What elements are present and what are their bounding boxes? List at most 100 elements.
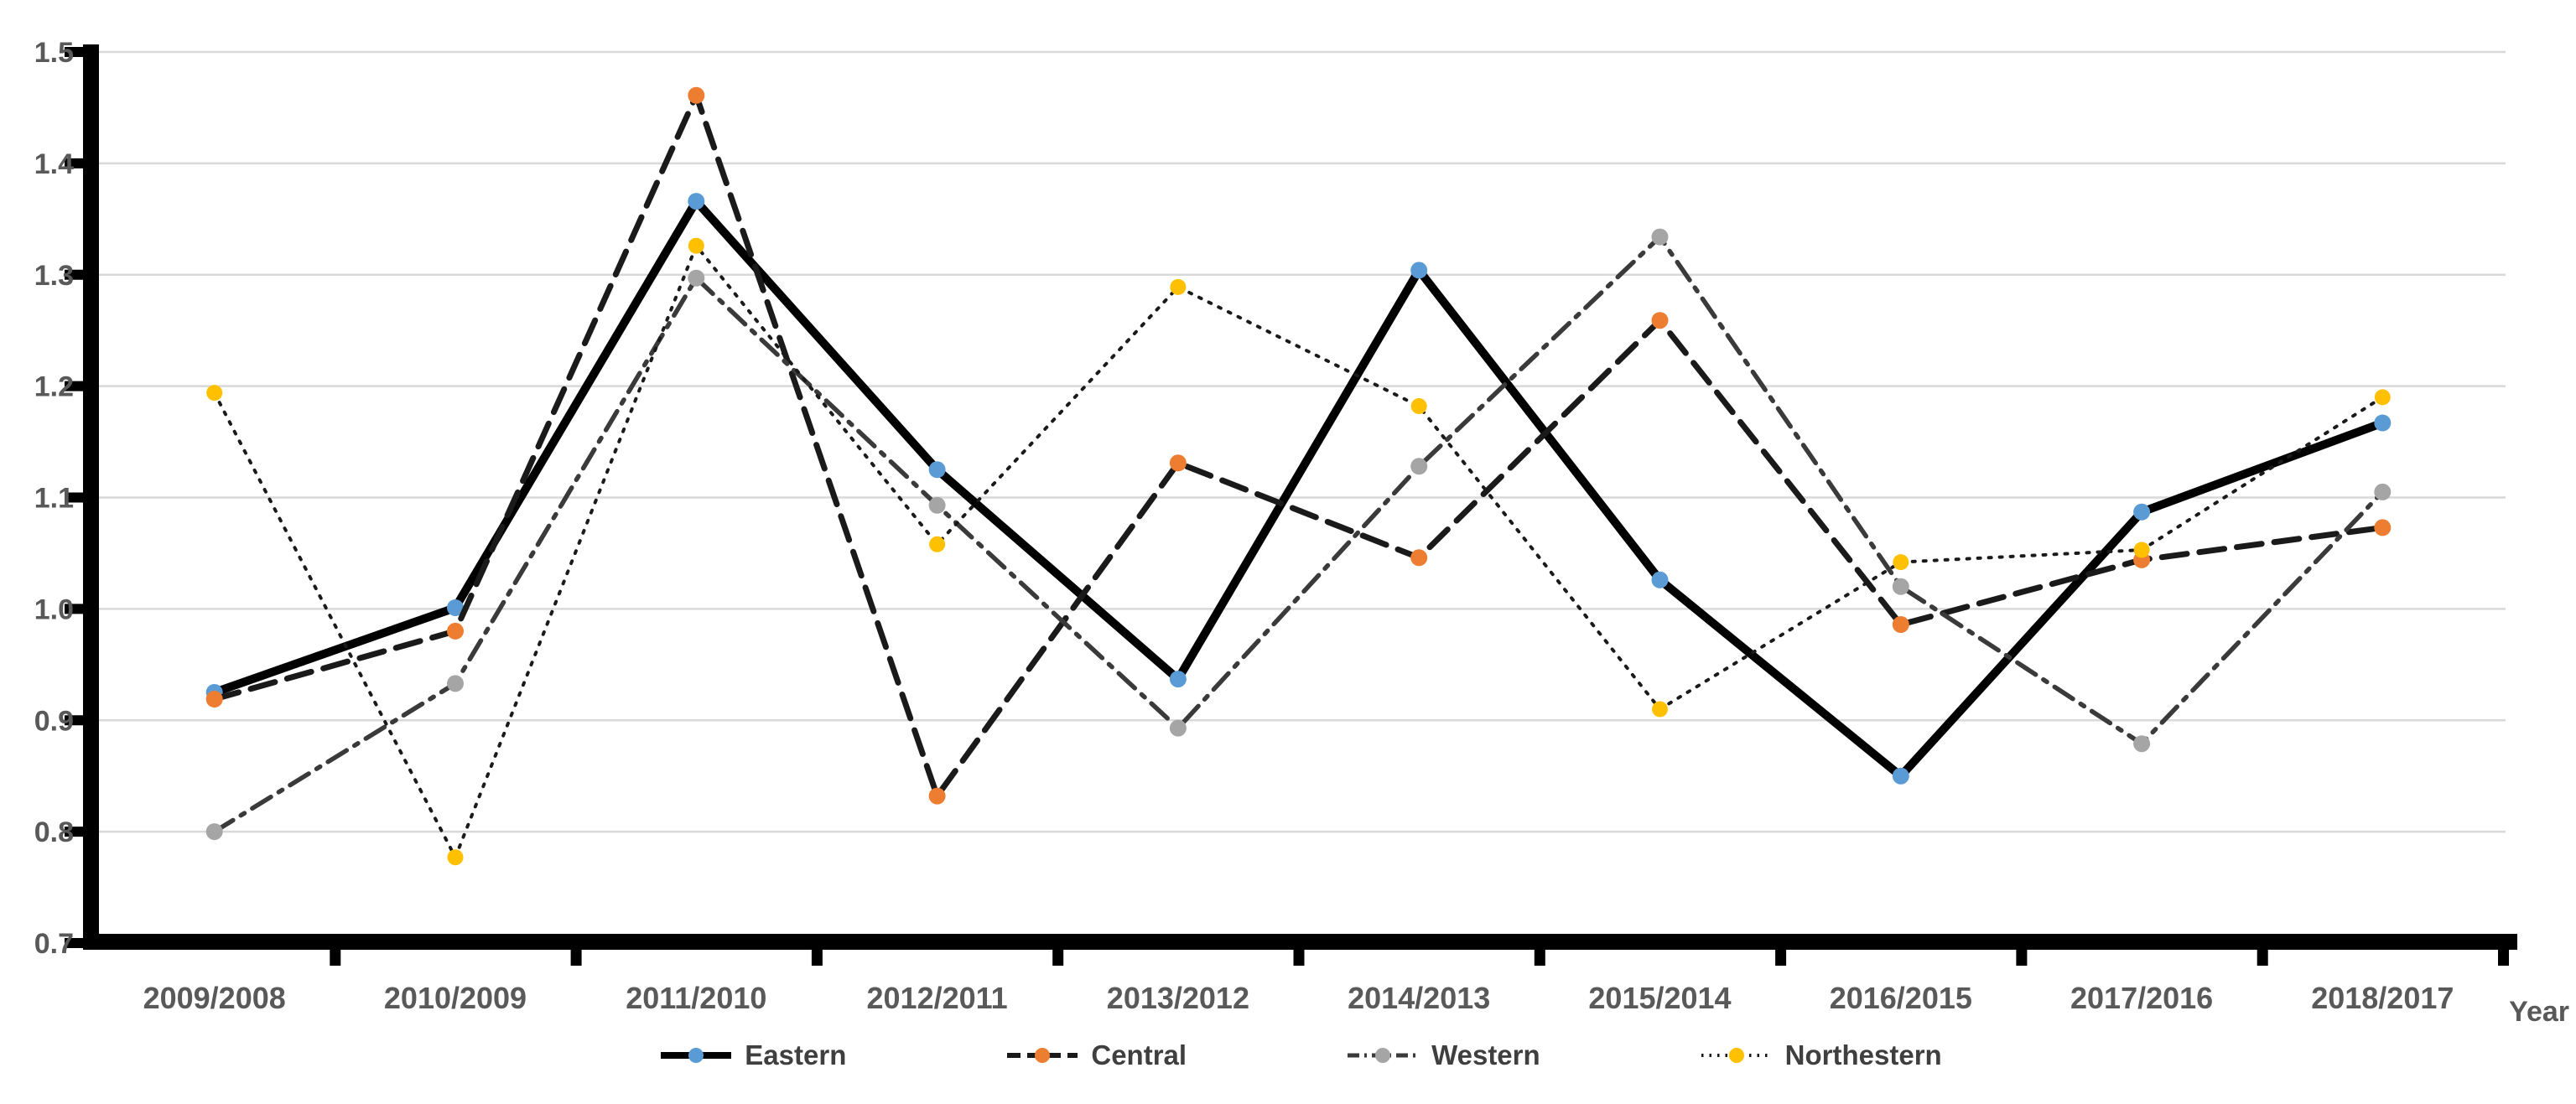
legend-label: Eastern xyxy=(745,1039,847,1070)
gridlines xyxy=(99,50,2506,833)
data-point-northestern xyxy=(688,237,704,254)
data-point-eastern xyxy=(2133,503,2151,521)
y-axis-spine xyxy=(83,44,99,950)
legend-swatch-central-icon xyxy=(1007,1048,1078,1063)
x-tick-label: 2017/2016 xyxy=(2070,981,2213,1015)
legend-swatch-western-icon xyxy=(1348,1048,1419,1063)
legend-label: Northestern xyxy=(1784,1039,1942,1070)
x-tick-label: 2015/2014 xyxy=(1588,981,1731,1015)
legend-item-western[interactable]: Western xyxy=(1346,1039,1540,1071)
data-point-western xyxy=(1651,228,1669,246)
series-line-central xyxy=(211,92,2386,800)
data-point-western xyxy=(205,823,223,841)
y-tick xyxy=(65,492,84,503)
x-tick-label: 2018/2017 xyxy=(2311,981,2454,1015)
y-tick-label: 1.2 xyxy=(34,371,74,403)
data-point-western xyxy=(2374,483,2392,500)
data-point-central xyxy=(688,86,705,104)
legend-item-eastern[interactable]: Eastern xyxy=(659,1039,846,1071)
data-point-central xyxy=(1169,454,1187,472)
x-tick-label: 2013/2012 xyxy=(1107,981,1249,1015)
x-tick-label: 2012/2011 xyxy=(867,981,1008,1015)
data-point-northestern xyxy=(929,536,946,552)
x-tick xyxy=(570,949,582,966)
data-point-eastern xyxy=(1410,262,1428,279)
data-point-central xyxy=(205,691,223,707)
data-point-eastern xyxy=(1892,767,1909,785)
legend-item-central[interactable]: Central xyxy=(1005,1039,1187,1071)
legend-label: Western xyxy=(1431,1039,1540,1070)
y-tick xyxy=(65,938,84,948)
data-point-northestern xyxy=(206,385,223,402)
y-tick xyxy=(65,269,84,280)
x-tick-label: 2009/2008 xyxy=(143,981,286,1015)
data-point-central xyxy=(1410,549,1428,567)
x-tick-label: 2010/2009 xyxy=(384,981,527,1015)
data-point-central xyxy=(1892,616,1909,633)
series-group xyxy=(205,86,2392,866)
legend-item-northestern[interactable]: Northestern xyxy=(1700,1039,1942,1071)
legend-label: Central xyxy=(1091,1039,1187,1070)
legend-marker xyxy=(1035,1048,1051,1063)
data-point-central xyxy=(447,622,464,640)
x-tick xyxy=(1293,949,1305,966)
legend-marker xyxy=(1375,1048,1391,1063)
data-point-northestern xyxy=(2133,542,2150,558)
data-point-northestern xyxy=(1893,554,1909,571)
data-point-northestern xyxy=(1652,701,1668,718)
axes xyxy=(65,44,2517,966)
x-tick xyxy=(2016,949,2028,966)
y-tick xyxy=(65,47,84,57)
x-tick xyxy=(330,949,341,966)
y-tick-label: 0.9 xyxy=(34,705,74,737)
y-tick-label: 1.3 xyxy=(34,260,74,292)
y-tick xyxy=(65,158,84,168)
x-tick-label: 2016/2015 xyxy=(1830,981,1972,1015)
series-line-eastern xyxy=(210,197,2387,780)
data-point-eastern xyxy=(1651,571,1669,588)
x-tick xyxy=(2498,949,2509,966)
x-axis-spine xyxy=(83,934,2517,950)
x-axis-labels: 2009/2008 2010/2009 2011/2010 2012/2011 2013… xyxy=(143,981,2454,1015)
data-point-western xyxy=(1169,719,1187,737)
y-axis-labels: 1.5 1.4 1.3 1.2 1.1 1.0 0.9 0.8 0.7 xyxy=(34,37,74,960)
data-point-northestern xyxy=(2374,389,2391,406)
data-point-central xyxy=(2374,519,2392,536)
y-tick xyxy=(65,827,84,837)
y-tick xyxy=(65,604,84,614)
data-point-eastern xyxy=(447,599,464,616)
y-tick-label: 1.0 xyxy=(34,593,74,625)
data-point-central xyxy=(928,787,946,805)
data-point-western xyxy=(2133,735,2151,753)
data-point-northestern xyxy=(1170,278,1187,295)
data-point-western xyxy=(1892,578,1909,595)
x-tick xyxy=(1052,949,1064,966)
data-point-northestern xyxy=(1410,398,1427,414)
series-line-western xyxy=(211,234,2386,834)
legend-marker xyxy=(1728,1048,1744,1063)
legend: Eastern Central Western Northestern xyxy=(0,1039,2576,1071)
data-point-western xyxy=(1410,458,1428,475)
y-tick xyxy=(65,715,84,726)
x-tick xyxy=(2257,949,2268,966)
y-tick-label: 1.5 xyxy=(34,37,74,69)
x-tick xyxy=(811,949,823,966)
data-point-eastern xyxy=(1169,671,1187,688)
data-point-western xyxy=(447,675,464,692)
data-point-northestern xyxy=(447,849,464,866)
data-point-western xyxy=(688,269,705,287)
data-point-central xyxy=(1651,312,1669,329)
x-tick xyxy=(1534,949,1545,966)
y-tick-label: 0.7 xyxy=(34,928,74,960)
y-tick-label: 1.1 xyxy=(34,483,74,515)
data-point-eastern xyxy=(688,193,705,210)
x-tick xyxy=(1775,949,1787,966)
data-point-eastern xyxy=(2374,414,2392,432)
legend-marker xyxy=(688,1048,704,1063)
x-tick-label: 2011/2010 xyxy=(626,981,766,1015)
y-tick xyxy=(65,381,84,391)
legend-swatch-northestern-icon xyxy=(1701,1048,1772,1063)
series-line-northestern xyxy=(212,244,2385,859)
legend-swatch-eastern-icon xyxy=(661,1048,732,1063)
